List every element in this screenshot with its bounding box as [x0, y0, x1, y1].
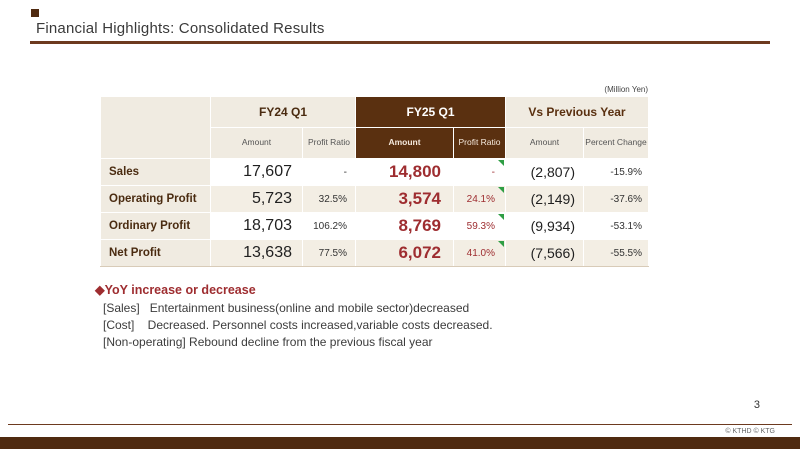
financial-table-wrapper: FY24 Q1 FY25 Q1 Vs Previous Year Amount … — [100, 96, 649, 267]
financial-table: FY24 Q1 FY25 Q1 Vs Previous Year Amount … — [100, 96, 649, 267]
row-label: Sales — [100, 158, 211, 186]
table-row-net-profit: Net Profit 13,638 77.5% 6,072 41.0% (7,5… — [100, 239, 649, 267]
green-corner-icon — [498, 160, 504, 166]
title-accent-square-icon — [31, 9, 39, 17]
column-group-fy24: FY24 Q1 — [210, 96, 356, 128]
column-group-fy25: FY25 Q1 — [355, 96, 506, 128]
vs-percent-cell: -53.1% — [583, 212, 649, 240]
note-line-non-operating: [Non-operating] Rebound decline from the… — [103, 334, 433, 349]
fy25-amount-cell: 8,769 — [355, 212, 454, 240]
vs-amount-cell: (2,807) — [505, 158, 584, 186]
vs-amount-cell: (7,566) — [505, 239, 584, 267]
notes-block: ◆YoY increase or decrease [Sales] Entert… — [95, 282, 715, 351]
fy25-ratio-cell: - — [453, 158, 506, 186]
fy25-ratio-cell: 41.0% — [453, 239, 506, 267]
vs-amount-cell: (9,934) — [505, 212, 584, 240]
fy25-amount-cell: 3,574 — [355, 185, 454, 213]
page-number: 3 — [753, 399, 760, 411]
subheader-vs-amount: Amount — [505, 127, 584, 159]
fy24-amount-cell: 17,607 — [210, 158, 303, 186]
subheader-fy24-amount: Amount — [210, 127, 303, 159]
note-line-cost: [Cost] Decreased. Personnel costs increa… — [103, 317, 493, 332]
fy24-ratio-cell: 106.2% — [302, 212, 356, 240]
table-corner-cell — [100, 96, 211, 159]
notes-heading-text: YoY increase or decrease — [104, 283, 256, 297]
vs-percent-cell: -15.9% — [583, 158, 649, 186]
title-underline — [30, 41, 770, 44]
fy25-amount-cell: 6,072 — [355, 239, 454, 267]
fy24-ratio-cell: 77.5% — [302, 239, 356, 267]
fy25-ratio-cell: 24.1% — [453, 185, 506, 213]
vs-amount-cell: (2,149) — [505, 185, 584, 213]
row-label: Operating Profit — [100, 185, 211, 213]
diamond-icon: ◆ — [95, 283, 105, 297]
vs-percent-cell: -37.6% — [583, 185, 649, 213]
green-corner-icon — [498, 214, 504, 220]
fy25-ratio-value: 24.1% — [466, 193, 495, 205]
fy25-ratio-cell: 59.3% — [453, 212, 506, 240]
fy24-amount-cell: 13,638 — [210, 239, 303, 267]
row-label: Net Profit — [100, 239, 211, 267]
vs-percent-cell: -55.5% — [583, 239, 649, 267]
fy25-amount-cell: 14,800 — [355, 158, 454, 186]
footer-bar — [0, 437, 800, 449]
green-corner-icon — [498, 241, 504, 247]
fy24-ratio-cell: 32.5% — [302, 185, 356, 213]
fy24-amount-cell: 5,723 — [210, 185, 303, 213]
fy25-ratio-value: 41.0% — [466, 247, 495, 259]
footer-divider-line — [8, 424, 792, 425]
row-label: Ordinary Profit — [100, 212, 211, 240]
green-corner-icon — [498, 187, 504, 193]
fy25-ratio-value: 59.3% — [466, 220, 495, 232]
subheader-fy25-profit-ratio: Profit Ratio — [453, 127, 506, 159]
unit-note: (Million Yen) — [604, 85, 648, 94]
note-line-sales: [Sales] Entertainment business(online an… — [103, 301, 470, 315]
subheader-fy24-profit-ratio: Profit Ratio — [302, 127, 356, 159]
table-row-ordinary-profit: Ordinary Profit 18,703 106.2% 8,769 59.3… — [100, 212, 649, 240]
column-group-vs-previous-year: Vs Previous Year — [505, 96, 649, 128]
fy25-ratio-value: - — [491, 166, 495, 178]
subheader-vs-percent-change: Percent Change — [583, 127, 649, 159]
fy24-amount-cell: 18,703 — [210, 212, 303, 240]
table-row-sales: Sales 17,607 - 14,800 - (2,807) -15.9% — [100, 158, 649, 186]
fy24-ratio-cell: - — [302, 158, 356, 186]
notes-heading: ◆YoY increase or decrease — [95, 282, 715, 297]
table-row-operating-profit: Operating Profit 5,723 32.5% 3,574 24.1%… — [100, 185, 649, 213]
subheader-fy25-amount: Amount — [355, 127, 454, 159]
page-title: Financial Highlights: Consolidated Resul… — [36, 20, 325, 37]
copyright-text: © KTHD © KTG — [725, 428, 775, 435]
